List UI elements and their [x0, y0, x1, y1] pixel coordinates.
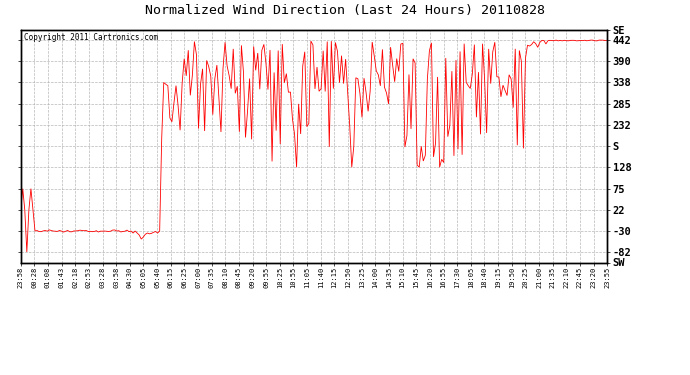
Text: Normalized Wind Direction (Last 24 Hours) 20110828: Normalized Wind Direction (Last 24 Hours…	[145, 4, 545, 17]
Text: Copyright 2011 Cartronics.com: Copyright 2011 Cartronics.com	[23, 33, 158, 42]
